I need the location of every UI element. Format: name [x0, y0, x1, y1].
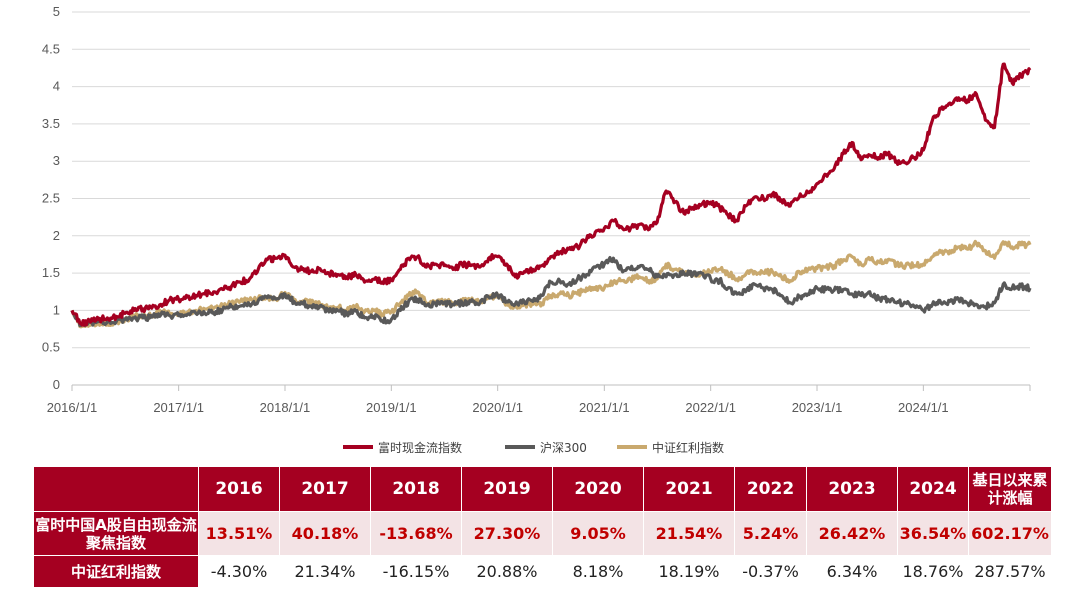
- y-tick-label: 2.5: [42, 191, 60, 206]
- y-tick-label: 3.5: [42, 116, 60, 131]
- table-header-cumulative: 基日以来累计涨幅: [968, 466, 1052, 512]
- table-cell: -13.68%: [370, 511, 462, 556]
- table-header-2016: 2016: [198, 466, 280, 512]
- legend-label: 富时现金流指数: [378, 440, 462, 455]
- series-line: [70, 62, 1032, 327]
- series-line: [70, 239, 1032, 329]
- annual-return-table: 2016 2017 2018 2019 2020 2021 2022 2023 …: [33, 466, 1052, 588]
- table-cell: 602.17%: [968, 511, 1052, 556]
- table-row: 富时中国A股自由现金流聚焦指数 13.51% 40.18% -13.68% 27…: [33, 511, 1052, 556]
- table-cell: 13.51%: [198, 511, 280, 556]
- table-cell: 20.88%: [461, 555, 553, 588]
- legend-label: 中证红利指数: [652, 440, 724, 455]
- x-tick-label: 2019/1/1: [366, 400, 417, 415]
- table-cell: 21.54%: [643, 511, 735, 556]
- table-cell: 26.42%: [806, 511, 898, 556]
- series-line: [70, 256, 1032, 328]
- table-header-2019: 2019: [461, 466, 553, 512]
- table-cell: 36.54%: [897, 511, 969, 556]
- y-tick-label: 1.5: [42, 265, 60, 280]
- y-tick-label: 4: [53, 79, 60, 94]
- series-lines: [70, 62, 1032, 329]
- legend-label: 沪深300: [540, 441, 587, 455]
- table-cell: 27.30%: [461, 511, 553, 556]
- x-tick-label: 2024/1/1: [898, 400, 949, 415]
- x-tick-label: 2022/1/1: [685, 400, 736, 415]
- x-tick-label: 2017/1/1: [153, 400, 204, 415]
- legend: 富时现金流指数 沪深300 中证红利指数: [343, 440, 724, 455]
- table-cell: -16.15%: [370, 555, 462, 588]
- table-header-2017: 2017: [279, 466, 371, 512]
- table-cell: 40.18%: [279, 511, 371, 556]
- table-cell: 9.05%: [552, 511, 644, 556]
- y-tick-label: 5: [53, 4, 60, 19]
- table-header-2018: 2018: [370, 466, 462, 512]
- table-header-2020: 2020: [552, 466, 644, 512]
- table-cell: 5.24%: [734, 511, 807, 556]
- x-tick-label: 2016/1/1: [47, 400, 98, 415]
- x-tick-label: 2021/1/1: [579, 400, 630, 415]
- y-axis-labels: 0 0.5 1 1.5 2 2.5 3 3.5 4 4.5 5: [42, 4, 60, 392]
- y-tick-label: 4.5: [42, 41, 60, 56]
- table-cell: 18.19%: [643, 555, 735, 588]
- row-label-dividend-index: 中证红利指数: [33, 555, 199, 588]
- row-label-fcf-index: 富时中国A股自由现金流聚焦指数: [33, 511, 199, 556]
- line-chart: 00.511.522.533.544.55 2016/1/1 2017/1/1 20…: [42, 4, 1032, 455]
- y-tick-label: 2: [53, 228, 60, 243]
- table-cell: -0.37%: [734, 555, 807, 588]
- table-cell: 287.57%: [968, 555, 1052, 588]
- table-row: 中证红利指数 -4.30% 21.34% -16.15% 20.88% 8.18…: [33, 555, 1052, 588]
- x-tick-label: 2020/1/1: [472, 400, 523, 415]
- gridlines: [72, 11, 1030, 349]
- table-header-row: 2016 2017 2018 2019 2020 2021 2022 2023 …: [33, 466, 1052, 512]
- table-cell: -4.30%: [198, 555, 280, 588]
- y-tick-label: 3: [53, 153, 60, 168]
- table-cell: 18.76%: [897, 555, 969, 588]
- table-cell: 8.18%: [552, 555, 644, 588]
- y-tick-label: 0.5: [42, 340, 60, 355]
- table-header-2024: 2024: [897, 466, 969, 512]
- table-header-2021: 2021: [643, 466, 735, 512]
- table-corner-cell: [33, 466, 199, 512]
- table-header-2023: 2023: [806, 466, 898, 512]
- table-cell: 6.34%: [806, 555, 898, 588]
- table-header-2022: 2022: [734, 466, 807, 512]
- x-tick-label: 2018/1/1: [260, 400, 311, 415]
- x-tick-label: 2023/1/1: [792, 400, 843, 415]
- x-axis: [71, 384, 1031, 391]
- y-tick-label: 1: [53, 302, 60, 317]
- y-tick-label: 0: [53, 377, 60, 392]
- table-cell: 21.34%: [279, 555, 371, 588]
- x-axis-labels: 2016/1/1 2017/1/1 2018/1/1 2019/1/1 2020/1/1…: [47, 400, 949, 415]
